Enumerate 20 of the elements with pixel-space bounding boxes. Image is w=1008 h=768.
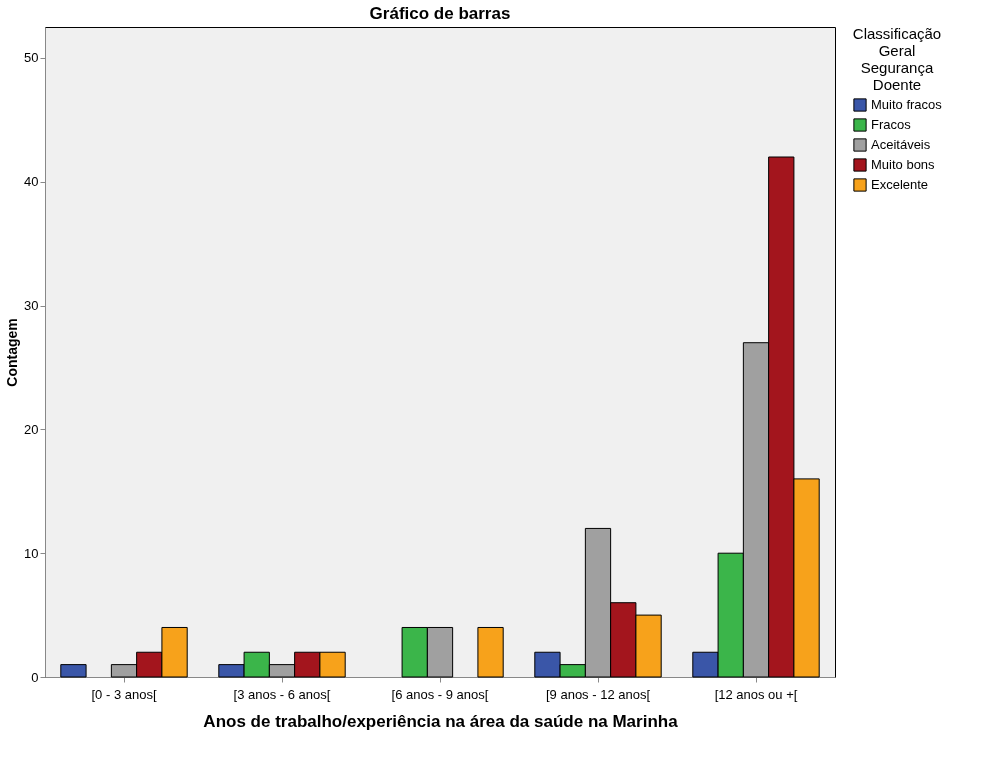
legend-label: Muito fracos bbox=[871, 97, 943, 112]
y-tick-label: 0 bbox=[31, 669, 39, 685]
legend-title: Classificação Geral Segurança Doente bbox=[852, 25, 942, 93]
x-tick-label: [3 anos - 6 anos[ bbox=[233, 686, 331, 702]
legend-label: Excelente bbox=[871, 177, 929, 192]
x-tick-label: [6 anos - 9 anos[ bbox=[391, 686, 489, 702]
y-tick-label: 10 bbox=[24, 545, 39, 561]
x-axis-title: Anos de trabalho/experiência na área da saúde na Marinha bbox=[203, 711, 679, 731]
x-tick-label: [12 anos ou +[ bbox=[714, 686, 798, 702]
legend-label: Aceitáveis bbox=[871, 137, 931, 152]
y-tick-label: 30 bbox=[24, 298, 39, 314]
legend-label: Muito bons bbox=[871, 157, 936, 172]
y-tick-label: 40 bbox=[24, 174, 39, 190]
legend-label: Fracos bbox=[871, 117, 912, 132]
x-tick-label: [0 - 3 anos[ bbox=[91, 686, 157, 702]
y-tick-label: 50 bbox=[24, 50, 39, 66]
x-tick-label: [9 anos - 12 anos[ bbox=[545, 686, 651, 702]
chart-title: Gráfico de barras bbox=[369, 4, 511, 23]
y-tick-label: 20 bbox=[24, 421, 39, 437]
y-axis-title: Contagem bbox=[4, 318, 21, 387]
